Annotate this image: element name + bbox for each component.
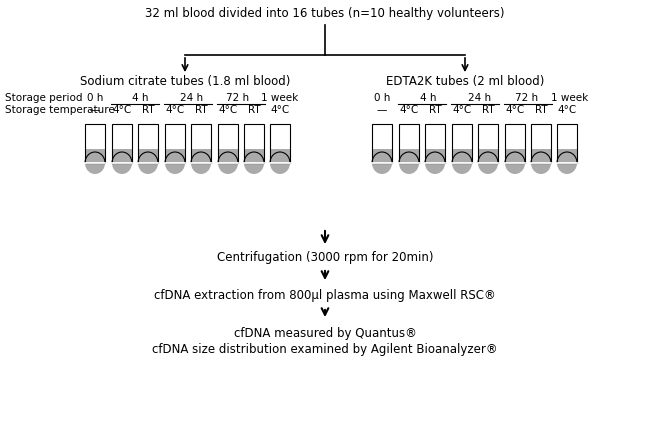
Text: 4°C: 4°C (270, 105, 290, 115)
Bar (505, 124, 525, 149)
Text: RT: RT (482, 105, 494, 115)
Text: 72 h: 72 h (515, 93, 539, 103)
Bar (191, 149, 211, 163)
Bar (165, 149, 185, 163)
Text: 1 week: 1 week (261, 93, 298, 103)
Bar (478, 149, 498, 163)
Text: 0 h: 0 h (374, 93, 390, 103)
Ellipse shape (505, 152, 525, 174)
Bar (85, 124, 105, 163)
Bar (505, 124, 525, 163)
Text: 4°C: 4°C (506, 105, 525, 115)
Bar (112, 149, 132, 163)
Bar (452, 124, 472, 163)
Bar (372, 149, 392, 163)
Text: RT: RT (195, 105, 207, 115)
Text: 1 week: 1 week (551, 93, 589, 103)
Bar (218, 124, 238, 163)
Bar (452, 124, 472, 149)
Text: 4°C: 4°C (218, 105, 238, 115)
Text: —: — (90, 105, 100, 115)
Ellipse shape (191, 152, 211, 174)
Text: cfDNA extraction from 800μl plasma using Maxwell RSC®: cfDNA extraction from 800μl plasma using… (154, 288, 496, 301)
Bar (244, 149, 264, 163)
Bar (85, 149, 105, 163)
Bar (425, 124, 445, 163)
Bar (112, 124, 132, 149)
Bar (270, 124, 290, 149)
Text: 24 h: 24 h (469, 93, 491, 103)
Bar (452, 149, 472, 163)
Text: RT: RT (535, 105, 547, 115)
Text: 4°C: 4°C (452, 105, 472, 115)
Text: Storage temperature: Storage temperature (5, 105, 115, 115)
Text: Centrifugation (3000 rpm for 20min): Centrifugation (3000 rpm for 20min) (216, 252, 434, 265)
Text: 4 h: 4 h (420, 93, 436, 103)
Ellipse shape (218, 152, 238, 174)
Text: —: — (377, 105, 387, 115)
Text: 4°C: 4°C (112, 105, 131, 115)
Text: 4°C: 4°C (399, 105, 419, 115)
Ellipse shape (372, 152, 392, 174)
Text: RT: RT (142, 105, 154, 115)
Bar (165, 124, 185, 149)
Bar (531, 124, 551, 163)
Text: RT: RT (429, 105, 441, 115)
Ellipse shape (165, 152, 185, 174)
Text: cfDNA size distribution examined by Agilent Bioanalyzer®: cfDNA size distribution examined by Agil… (152, 343, 498, 357)
Ellipse shape (244, 152, 264, 174)
Bar (425, 124, 445, 149)
Bar (399, 124, 419, 163)
Ellipse shape (85, 152, 105, 174)
Ellipse shape (478, 152, 498, 174)
Ellipse shape (399, 152, 419, 174)
Ellipse shape (138, 152, 158, 174)
Bar (557, 124, 577, 149)
Ellipse shape (270, 152, 290, 174)
Bar (372, 124, 392, 149)
Ellipse shape (557, 152, 577, 174)
Text: 24 h: 24 h (181, 93, 203, 103)
Text: cfDNA measured by Quantus®: cfDNA measured by Quantus® (233, 326, 417, 340)
Bar (112, 124, 132, 163)
Text: 4 h: 4 h (132, 93, 148, 103)
Text: Sodium citrate tubes (1.8 ml blood): Sodium citrate tubes (1.8 ml blood) (80, 76, 290, 89)
Bar (165, 124, 185, 163)
Text: 4°C: 4°C (558, 105, 577, 115)
Bar (531, 124, 551, 149)
Bar (557, 149, 577, 163)
Bar (138, 124, 158, 163)
Bar (270, 149, 290, 163)
Bar (85, 124, 105, 149)
Text: 0 h: 0 h (87, 93, 103, 103)
Ellipse shape (112, 152, 132, 174)
Bar (191, 124, 211, 149)
Ellipse shape (425, 152, 445, 174)
Text: 72 h: 72 h (226, 93, 250, 103)
Bar (138, 124, 158, 149)
Bar (399, 149, 419, 163)
Text: 32 ml blood divided into 16 tubes (n=10 healthy volunteers): 32 ml blood divided into 16 tubes (n=10 … (145, 8, 505, 21)
Bar (399, 124, 419, 149)
Bar (218, 149, 238, 163)
Bar (372, 124, 392, 163)
Text: EDTA2K tubes (2 ml blood): EDTA2K tubes (2 ml blood) (386, 76, 544, 89)
Bar (557, 124, 577, 163)
Bar (505, 149, 525, 163)
Text: 4°C: 4°C (165, 105, 185, 115)
Bar (138, 149, 158, 163)
Bar (218, 124, 238, 149)
Bar (244, 124, 264, 149)
Bar (478, 124, 498, 149)
Text: Storage period: Storage period (5, 93, 83, 103)
Bar (425, 149, 445, 163)
Bar (270, 124, 290, 163)
Bar (478, 124, 498, 163)
Ellipse shape (452, 152, 472, 174)
Text: RT: RT (248, 105, 260, 115)
Bar (191, 124, 211, 163)
Ellipse shape (531, 152, 551, 174)
Bar (244, 124, 264, 163)
Bar (531, 149, 551, 163)
